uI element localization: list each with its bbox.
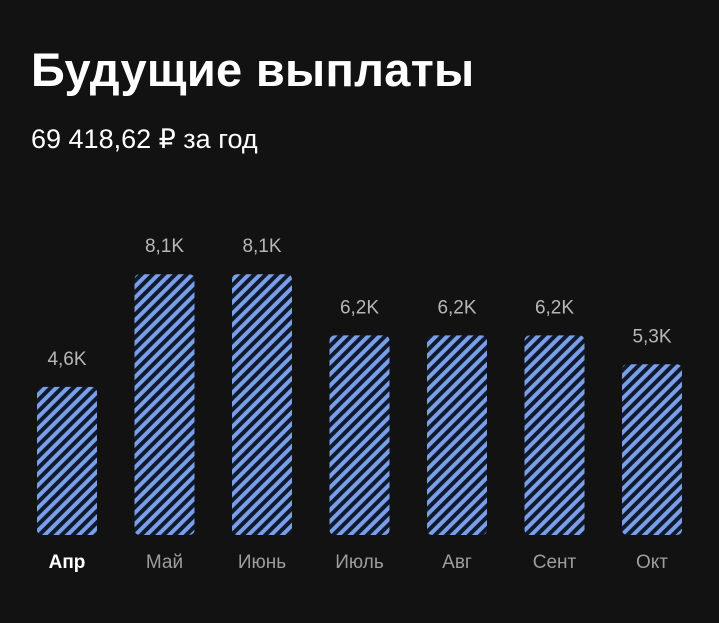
bar-value-label: 8,1K xyxy=(145,236,184,257)
bar[interactable] xyxy=(524,335,585,535)
month-label-май[interactable]: Май xyxy=(146,552,183,573)
month-label-сент[interactable]: Сент xyxy=(533,552,577,573)
bar-value-label: 6,2K xyxy=(340,297,379,318)
bar[interactable] xyxy=(37,386,97,535)
bar-group[interactable]: 8,1K Май xyxy=(134,236,195,573)
page-title: Будущие выплаты xyxy=(31,43,475,96)
month-label-июль[interactable]: Июль xyxy=(335,552,384,573)
bar-value-label: 6,2K xyxy=(437,297,476,318)
month-label-окт[interactable]: Окт xyxy=(636,552,668,573)
bar-group[interactable]: 6,2K Июль xyxy=(329,297,390,573)
bar-value-label: 8,1K xyxy=(242,236,281,257)
bar-group[interactable]: 8,1K Июнь xyxy=(232,236,292,573)
bar-group[interactable]: 6,2K Авг xyxy=(427,297,487,573)
bar-value-label: 5,3K xyxy=(632,326,671,347)
bar-value-label: 6,2K xyxy=(535,297,574,318)
bar-group[interactable]: 4,6K Апр xyxy=(37,349,97,573)
bar[interactable] xyxy=(427,335,487,535)
bar[interactable] xyxy=(329,335,390,535)
month-label-авг[interactable]: Авг xyxy=(442,552,472,573)
bar-group[interactable]: 5,3K Окт xyxy=(622,326,682,573)
bar-group[interactable]: 6,2K Сент xyxy=(524,297,585,573)
bar[interactable] xyxy=(134,274,195,535)
bar-value-label: 4,6K xyxy=(47,349,86,370)
month-label-апр[interactable]: Апр xyxy=(49,552,86,573)
bar[interactable] xyxy=(622,364,682,535)
bar[interactable] xyxy=(232,274,292,535)
annual-total: 69 418,62 ₽ за год xyxy=(31,124,258,154)
month-label-июнь[interactable]: Июнь xyxy=(238,552,286,573)
